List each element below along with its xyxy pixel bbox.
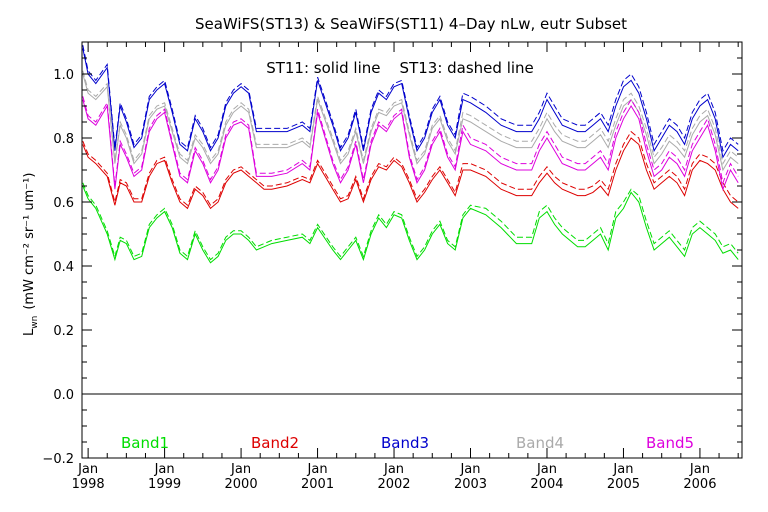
legend-band2: Band2: [251, 434, 299, 452]
series-line-band3-st13: [82, 45, 739, 153]
series-line-band4-st13: [82, 70, 739, 165]
y-axis-label-units: (mW cm⁻² sr⁻¹ um⁻¹): [22, 173, 37, 310]
x-tick-label-month: Jan: [230, 462, 251, 477]
series-line-band1-st11: [82, 185, 739, 264]
x-tick-label-month: Jan: [77, 462, 98, 477]
x-tick-label-month: Jan: [689, 462, 710, 477]
legend-band3: Band3: [381, 434, 429, 452]
legend-band1: Band1: [121, 434, 169, 452]
series-line-band1-st13: [82, 182, 739, 261]
x-tick-label-year: 2006: [683, 477, 716, 492]
y-axis-label: Lwn (mW cm⁻² sr⁻¹ um⁻¹): [22, 173, 40, 336]
x-tick-label-year: 1999: [148, 477, 181, 492]
y-tick-label: 1.0: [53, 68, 74, 83]
legend: Band1 Band2 Band3 Band4 Band5: [121, 434, 694, 452]
x-tick-label-month: Jan: [459, 462, 480, 477]
series-line-band2-st13: [82, 130, 739, 207]
x-tick-label-year: 2003: [454, 477, 487, 492]
series-layer: [82, 45, 739, 264]
x-tick-label-month: Jan: [536, 462, 557, 477]
chart-title: SeaWiFS(ST13) & SeaWiFS(ST11) 4–Day nLw,…: [195, 15, 627, 33]
x-tick-label-month: Jan: [154, 462, 175, 477]
x-tick-label-year: 2005: [607, 477, 640, 492]
series-line-band5-st13: [82, 96, 739, 187]
x-tick-label-year: 2002: [377, 477, 410, 492]
y-axis-label-sub: wn: [30, 316, 40, 329]
legend-band5: Band5: [646, 434, 694, 452]
y-tick-label: 0.8: [53, 132, 74, 147]
svg-text:Lwn(mW cm⁻² sr⁻¹ um⁻¹): Lwn (mW cm⁻² sr⁻¹ um⁻¹): [22, 173, 40, 336]
plot-frame: [81, 41, 743, 459]
y-tick-label: 0.0: [53, 388, 74, 403]
series-line-band2-st11: [82, 137, 739, 210]
x-tick-label-month: Jan: [307, 462, 328, 477]
x-tick-label-year: 2004: [530, 477, 563, 492]
y-tick-label: 0.6: [53, 196, 74, 211]
series-line-band5-st11: [82, 99, 739, 191]
y-tick-label: −0.2: [42, 452, 74, 467]
x-tick-label-year: 2000: [225, 477, 258, 492]
legend-band4: Band4: [516, 434, 564, 452]
y-tick-label: 0.2: [53, 324, 74, 339]
x-tick-label-year: 2001: [301, 477, 334, 492]
x-tick-label-month: Jan: [383, 462, 404, 477]
x-tick-label-month: Jan: [612, 462, 633, 477]
y-tick-label: 0.4: [53, 260, 74, 275]
y-axis-label-main: L: [22, 328, 37, 336]
chart-annotation: ST11: solid line ST13: dashed line: [266, 59, 534, 77]
series-line-band3-st11: [82, 48, 739, 159]
x-tick-label-year: 1998: [72, 477, 105, 492]
